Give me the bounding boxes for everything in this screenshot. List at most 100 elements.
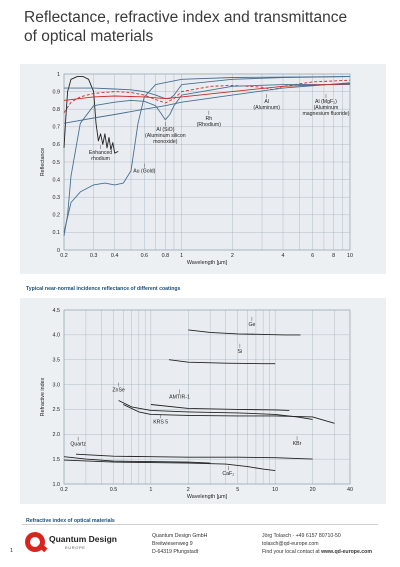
y-tick-label: 1.5 (53, 457, 61, 463)
series-label-al: Al (Aluminum) (253, 99, 280, 111)
series-label-line: monoxide) (153, 139, 177, 145)
x-tick-label: 8 (332, 253, 335, 259)
series-label-line: Rh (206, 116, 213, 122)
y-tick-label: 1.0 (53, 482, 61, 488)
series-label-line: CaF₂ (222, 471, 234, 477)
y-tick-label: 0.8 (53, 107, 61, 113)
series-label-line: (Rhodium) (197, 122, 221, 128)
y-tick-label: 4.5 (53, 308, 61, 314)
series-label-line: Al (264, 99, 269, 105)
x-tick-label: 10 (272, 487, 278, 493)
footer-divider (22, 524, 378, 525)
y-axis-title: Reflectance (40, 148, 46, 176)
y-tick-label: 0.5 (53, 160, 61, 166)
x-tick-label: 0.2 (60, 253, 68, 259)
contact-website-link[interactable]: www.qd-europe.com (321, 549, 372, 555)
x-tick-label: 20 (310, 487, 316, 493)
reflectance-chart-panel: 0 0.1 0.2 0.3 0.4 0.5 0.6 0.7 0.8 0.9 1 0.2 0.3 0.4 0.… (20, 64, 386, 274)
refractive-index-chart-caption: Refractive index of optical materials (26, 518, 115, 524)
y-tick-label: 1 (57, 72, 60, 78)
x-tick-label: 0.4 (111, 253, 119, 259)
y-tick-label: 0.3 (53, 195, 61, 201)
x-tick-label: 0.3 (90, 253, 98, 259)
series-line-quartz (63, 456, 211, 464)
x-tick-label: 0.2 (60, 487, 68, 493)
logo-subtext: EUROPE (65, 545, 86, 550)
title-line-2: of optical materials (24, 28, 154, 45)
series-line-ge (188, 329, 301, 336)
refractive-index-chart-panel: 1.0 1.5 2.0 2.5 3.0 3.5 4.0 4.5 0.2 0.5 1 2 5 10 20 40 W… (20, 298, 386, 504)
series-line-enh_rh (63, 76, 119, 154)
y-tick-label: 0 (57, 248, 60, 254)
series-line-si (168, 359, 276, 365)
series-label-caf2: CaF₂ (222, 471, 234, 477)
address-line: Quantum Design GmbH (152, 533, 208, 539)
refractive-index-chart: 1.0 1.5 2.0 2.5 3.0 3.5 4.0 4.5 0.2 0.5 1 2 5 10 20 40 W… (40, 308, 353, 500)
address-line: Breitwiesenweg 9 (152, 541, 193, 547)
series-label-line: Ge (248, 322, 255, 328)
y-tick-label: 0.1 (53, 230, 61, 236)
x-axis-title: Wavelength [µm] (187, 494, 228, 500)
series-label-line: rhodium (91, 156, 110, 162)
address-line: D-64319 Pfungstadt (152, 549, 199, 555)
page-title: Reflectance, refractive index and transm… (24, 8, 384, 46)
logo-text: Quantum Design (49, 534, 118, 544)
reflectance-chart-caption: Typical near-normal incidence reflectanc… (26, 286, 181, 292)
x-tick-label: 2 (187, 487, 190, 493)
series-line-red_low (63, 83, 351, 101)
y-tick-label: 0.2 (53, 213, 61, 219)
y-tick-label: 0.7 (53, 125, 61, 131)
series-label-kbr: KBr (293, 441, 302, 447)
series-label-enhrh: Enhanced rhodium (89, 150, 112, 162)
series-label-line: (Aluminum) (253, 105, 280, 111)
series-line-rh (63, 82, 351, 124)
y-tick-label: 0.4 (53, 177, 61, 183)
x-tick-label: 6 (311, 253, 314, 259)
x-tick-label: 5 (236, 487, 239, 493)
contact-phone: Jörg Tolasch · +49 6157 80710-50 (262, 533, 341, 539)
series-line-kbr (75, 453, 313, 460)
contact-email[interactable]: tolasch@qd-europe.com (262, 541, 319, 547)
plot-area (63, 309, 351, 485)
series-label-si: Si (238, 349, 243, 355)
y-tick-label: 3.5 (53, 358, 61, 364)
y-tick-label: 0.9 (53, 89, 61, 95)
series-line-amtir (150, 404, 290, 411)
y-tick-label: 2.0 (53, 432, 61, 438)
series-label-line: Al (SiO) (156, 127, 174, 133)
series-label-line: KRS 5 (153, 419, 168, 425)
series-label-line: AMTIR-1 (169, 394, 190, 400)
series-label-line: (Aluminum (314, 105, 339, 111)
x-tick-label: 0.8 (162, 253, 170, 259)
series-line-al_mgf2 (63, 79, 351, 113)
y-tick-label: 3.0 (53, 382, 61, 388)
x-tick-label: 10 (347, 253, 353, 259)
contact-local: Find your local contact at www.qd-europe… (262, 549, 372, 555)
y-tick-label: 0.6 (53, 142, 61, 148)
reflectance-chart: 0 0.1 0.2 0.3 0.4 0.5 0.6 0.7 0.8 0.9 1 0.2 0.3 0.4 0.… (40, 72, 353, 266)
series-label-line: (Aluminum silicon (145, 133, 186, 139)
series-label-line: magnesium fluoride) (302, 111, 349, 117)
contact-info: Jörg Tolasch · +49 6157 80710-50 tolasch… (262, 532, 372, 556)
series-label-alsio: Al (SiO) (Aluminum silicon monoxide) (145, 127, 186, 145)
x-tick-label: 1 (180, 253, 183, 259)
series-label-rh: Rh (Rhodium) (197, 116, 221, 128)
series-label-almgf2: Al (MgF₂) (Aluminum magnesium fluoride) (302, 99, 349, 117)
series-label-amtir: AMTIR-1 (169, 394, 190, 400)
series-label-line: Si (238, 349, 243, 355)
series-line-au (63, 76, 351, 233)
series-label-line: ZnSe (112, 388, 125, 394)
series-label-krs5: KRS 5 (153, 419, 168, 425)
x-tick-label: 4 (282, 253, 285, 259)
series-label-quartz: Quartz (70, 442, 86, 448)
series-label-line: KBr (293, 441, 302, 447)
y-axis-title: Refractive index (40, 377, 46, 416)
series-line-al_sio (63, 84, 350, 236)
series-label-au: Au (Gold) (133, 169, 155, 175)
x-tick-label: 0.5 (110, 487, 118, 493)
y-tick-label: 2.5 (53, 407, 61, 413)
x-tick-label: 1 (149, 487, 152, 493)
series-label-znse: ZnSe (112, 388, 125, 394)
x-tick-label: 40 (347, 487, 353, 493)
x-tick-label: 2 (231, 253, 234, 259)
